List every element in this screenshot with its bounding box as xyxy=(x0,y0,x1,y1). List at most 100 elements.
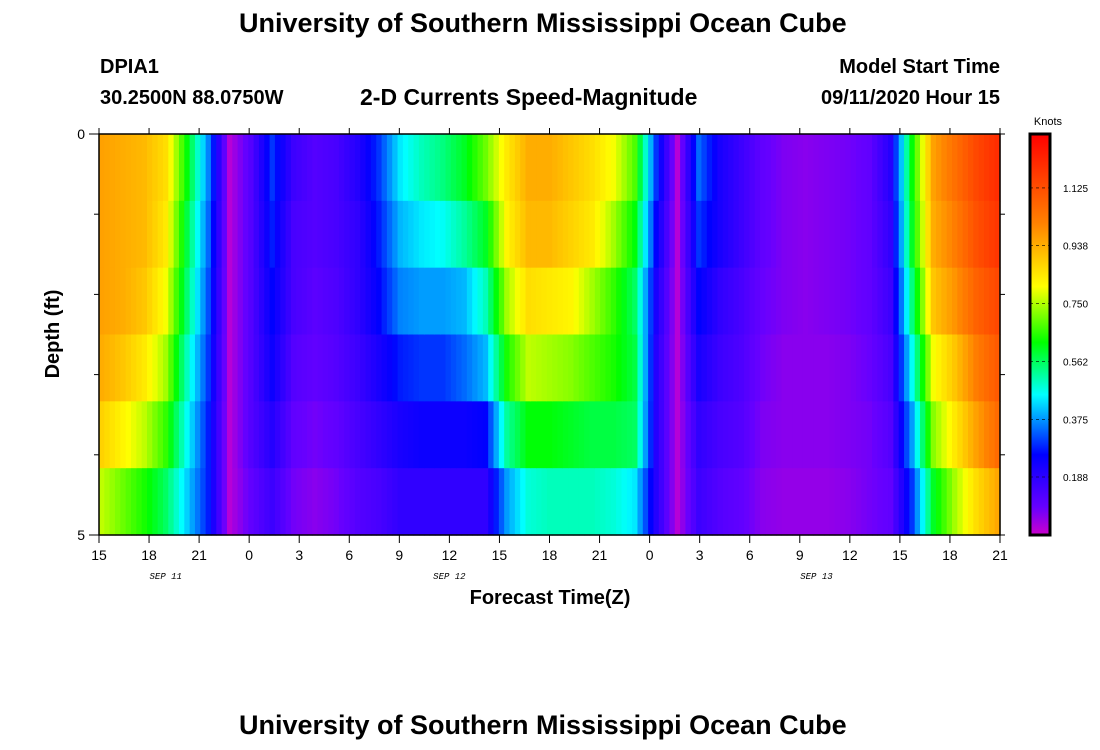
heatmap-cell xyxy=(226,334,233,402)
heatmap-cell xyxy=(397,468,404,536)
heatmap-cell xyxy=(584,468,591,536)
heatmap-cell xyxy=(216,267,223,336)
heatmap-cell xyxy=(301,468,308,536)
heatmap-cell xyxy=(157,334,164,402)
heatmap-cell xyxy=(216,200,223,269)
heatmap-cell xyxy=(392,200,399,269)
heatmap-cell xyxy=(765,134,772,202)
heatmap-cell xyxy=(642,200,649,269)
heatmap-cell xyxy=(738,267,745,336)
heatmap-cell xyxy=(962,134,969,202)
heatmap-cell xyxy=(829,200,836,269)
heatmap-cell xyxy=(552,468,559,536)
heatmap-cell xyxy=(952,267,958,336)
heatmap-cell xyxy=(557,200,564,269)
heatmap-cell xyxy=(402,468,409,536)
heatmap-cell xyxy=(770,200,777,269)
heatmap-cell xyxy=(509,200,516,269)
heatmap-cell xyxy=(456,134,463,202)
heatmap-cell xyxy=(877,334,884,402)
heatmap-cell xyxy=(264,468,271,536)
heatmap-cell xyxy=(370,134,377,202)
heatmap-cell xyxy=(781,267,788,336)
y-axis-label: Depth (ft) xyxy=(42,290,64,379)
heatmap-cell xyxy=(909,401,916,469)
heatmap-cell xyxy=(984,334,990,402)
heatmap-cell xyxy=(680,401,687,469)
x-tick-label: 18 xyxy=(542,547,558,563)
heatmap-cell xyxy=(856,468,862,536)
heatmap-cell xyxy=(573,267,580,336)
heatmap-cell xyxy=(322,334,329,402)
heatmap-cell xyxy=(968,200,974,269)
heatmap-cell xyxy=(221,468,228,536)
heatmap-cell xyxy=(445,200,452,269)
heatmap-cell xyxy=(968,468,974,536)
heatmap-cell xyxy=(136,267,143,336)
x-tick-label: 18 xyxy=(942,547,958,563)
heatmap-cell xyxy=(722,134,729,202)
heatmap-cell xyxy=(925,200,932,269)
heatmap-cell xyxy=(472,468,479,536)
heatmap-cell xyxy=(424,334,431,402)
heatmap-cell xyxy=(162,401,169,469)
heatmap-cell xyxy=(978,134,985,202)
heatmap-cell xyxy=(962,401,969,469)
heatmap-cell xyxy=(184,134,191,202)
heatmap-cell xyxy=(685,200,692,269)
heatmap-cell xyxy=(136,334,143,402)
heatmap-cell xyxy=(829,267,836,336)
heatmap-cell xyxy=(717,200,724,269)
heatmap-cell xyxy=(418,334,425,402)
heatmap-cell xyxy=(482,468,489,536)
heatmap-cell xyxy=(376,134,383,202)
heatmap-cell xyxy=(370,267,377,336)
heatmap-cell xyxy=(850,134,857,202)
heatmap-cell xyxy=(413,468,420,536)
heatmap-cell xyxy=(696,200,703,269)
heatmap-cell xyxy=(312,468,319,536)
heatmap-cell xyxy=(696,267,703,336)
heatmap-cell xyxy=(557,334,564,402)
heatmap-cell xyxy=(344,134,351,202)
heatmap-cell xyxy=(317,200,324,269)
heatmap-cell xyxy=(728,468,735,536)
heatmap-cell xyxy=(365,401,372,469)
heatmap-cell xyxy=(472,267,479,336)
heatmap-cell xyxy=(392,401,399,469)
heatmap-cell xyxy=(178,334,185,402)
heatmap-cell xyxy=(130,134,137,202)
heatmap-cell xyxy=(733,334,740,402)
heatmap-cell xyxy=(274,267,281,336)
heatmap-cell xyxy=(232,334,239,402)
heatmap-cell xyxy=(568,134,575,202)
heatmap-cell xyxy=(205,468,212,536)
x-tick-label: 0 xyxy=(646,547,654,563)
heatmap-cell xyxy=(509,468,516,536)
heatmap-cell xyxy=(882,468,889,536)
heatmap-cell xyxy=(536,334,543,402)
heatmap-cell xyxy=(109,134,116,202)
heatmap-cell xyxy=(930,267,937,336)
heatmap-cell xyxy=(493,334,500,402)
heatmap-cell xyxy=(616,334,623,402)
heatmap-cell xyxy=(893,468,900,536)
heatmap-cell xyxy=(626,334,633,402)
heatmap-cell xyxy=(472,134,479,202)
heatmap-cell xyxy=(754,468,761,536)
heatmap-cell xyxy=(242,267,249,336)
heatmap-cell xyxy=(488,134,495,202)
heatmap-cell xyxy=(514,134,521,202)
heatmap-cell xyxy=(477,401,484,469)
heatmap-cell xyxy=(456,468,463,536)
heatmap-cell xyxy=(152,334,159,402)
heatmap-cell xyxy=(333,468,340,536)
heatmap-cell xyxy=(376,267,383,336)
heatmap-cell xyxy=(269,200,276,269)
heatmap-cell xyxy=(888,267,894,336)
heatmap-cell xyxy=(178,401,185,469)
heatmap-cell xyxy=(237,267,244,336)
heatmap-cell xyxy=(984,468,990,536)
heatmap-cell xyxy=(226,200,233,269)
